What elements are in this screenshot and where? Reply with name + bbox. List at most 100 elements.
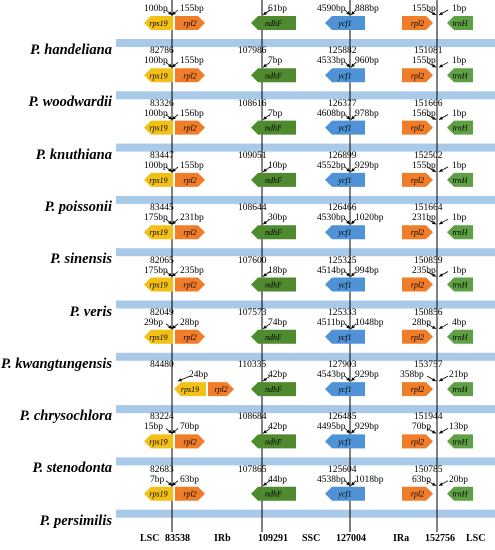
rpl2-ira-gene	[402, 16, 433, 30]
species-row: rps19 rpl2 ndhF ycf1 rpl2 trnH	[116, 211, 495, 264]
rps19-gene-label: rps19	[181, 385, 199, 394]
rpl2-arrow-head	[172, 63, 176, 68]
ndhF-gene	[251, 16, 296, 30]
ndhF-gene	[251, 486, 296, 501]
rpl2-gene	[175, 329, 205, 344]
trnH-gene	[447, 225, 473, 240]
rpl2-ira-arrow-head	[432, 482, 436, 486]
rps19-gene	[144, 68, 173, 83]
junction-position: 151081	[414, 46, 443, 57]
rpl2-gene-label: rpl2	[183, 490, 196, 499]
genome-band	[116, 248, 495, 257]
footer-pos-ssc-ira: 127004	[336, 533, 366, 544]
rps19-gene	[144, 277, 173, 292]
ycf1-right-arrow-head	[351, 481, 355, 486]
rpl2-ira-arrow-head	[432, 377, 436, 382]
junction-position: 82786	[150, 46, 174, 57]
rpl2-gene-label: rpl2	[183, 437, 196, 446]
ndhF-arrow-head	[263, 168, 267, 172]
ycf1-left-arrow-head	[346, 481, 350, 486]
ycf1-gene	[325, 486, 365, 501]
rpl2-ira-gene-label: rpl2	[411, 437, 424, 446]
trnH-gene	[447, 172, 473, 187]
rpl2-gene-label: rpl2	[183, 176, 196, 185]
footer-pos-lsc-irb: 83538	[165, 533, 190, 544]
footer-lsc-left: LSC	[140, 533, 160, 544]
species-row: rps19 rpl2 ndhF ycf1 rpl2 trnH	[116, 106, 495, 159]
ycf1-gene-label: ycf1	[337, 71, 351, 80]
junction-position: 82065	[150, 255, 174, 266]
ycf1-left-bp-label: 4538bp	[317, 474, 346, 485]
rps19-gene-label: rps19	[149, 490, 167, 499]
trnH-bp-label: 4bp	[452, 317, 467, 328]
rps19-gene	[144, 225, 173, 240]
ycf1-left-bp-label: 4511bp	[317, 317, 346, 328]
junction-position: 108616	[238, 98, 267, 109]
rpl2-gene-label: rpl2	[183, 333, 196, 342]
ndhF-gene	[251, 68, 296, 83]
genome-band	[116, 91, 495, 100]
ndhF-gene-label: ndhF	[265, 281, 282, 290]
rpl2-ira-gene	[402, 486, 433, 501]
rpl2-ira-gene	[402, 120, 433, 135]
rpl2-bp-label: 63bp	[180, 474, 199, 485]
trnH-gene	[447, 329, 473, 344]
rpl2-bp-label: 155bp	[180, 160, 204, 171]
rpl2-gene	[175, 68, 205, 83]
rpl2-ira-gene-label: rpl2	[411, 333, 424, 342]
ycf1-right-bp-label: 888bp	[355, 4, 379, 14]
rpl2-arrow-head	[172, 11, 176, 15]
ndhF-bp-label: 42bp	[268, 370, 287, 381]
trnH-gene	[447, 486, 473, 501]
ycf1-gene	[325, 434, 365, 449]
genome-band	[116, 405, 495, 414]
ndhF-gene	[251, 329, 296, 344]
rpl2-arrow-head	[178, 378, 182, 382]
ycf1-right-arrow-head	[351, 115, 355, 120]
rpl2-ira-gene	[402, 277, 433, 292]
rpl2-ira-bp-label: 155bp	[412, 4, 436, 14]
genome-band	[116, 143, 495, 152]
trnH-arrow-head	[439, 64, 443, 68]
junction-position: 151944	[414, 412, 443, 423]
rpl2-bp-label: 235bp	[180, 265, 204, 276]
trnH-arrow-head	[439, 482, 443, 486]
junction-position: 83326	[150, 98, 174, 109]
ycf1-gene-label: ycf1	[337, 281, 351, 290]
trnH-bp-label: 1bp	[452, 160, 467, 171]
ycf1-left-bp-label: 4590bp	[317, 4, 346, 14]
rpl2-arrow-head	[172, 220, 176, 225]
rps19-bp-label: 29bp	[144, 317, 163, 328]
rps19-bp-label: 7bp	[150, 474, 165, 485]
junction-position: 125882	[328, 46, 357, 57]
junction-position: 83445	[150, 203, 174, 214]
rpl2-gene-label: rpl2	[183, 71, 196, 80]
rpl2-ira-arrow-head	[432, 64, 436, 68]
trnH-gene	[447, 382, 473, 397]
rps19-gene	[144, 172, 173, 187]
rpl2-ira-gene-label: rpl2	[411, 490, 424, 499]
junction-position: 150859	[414, 255, 443, 266]
rpl2-arrow-head	[172, 115, 176, 120]
rpl2-gene	[208, 382, 234, 397]
rps19-gene-label: rps19	[149, 281, 167, 290]
ycf1-left-arrow-head	[346, 11, 350, 15]
ycf1-left-bp-label: 4608bp	[317, 108, 346, 119]
rps19-bp-label: 100bp	[144, 160, 168, 171]
rps19-gene	[144, 486, 173, 501]
rpl2-bp-label: 156bp	[180, 108, 204, 119]
footer-pos-ira-lsc: 152756	[425, 533, 455, 544]
rpl2-gene	[175, 486, 205, 501]
rpl2-gene-label: rpl2	[183, 228, 196, 237]
rps19-arrow-head	[168, 429, 172, 434]
rps19-bp-label: 175bp	[144, 265, 168, 276]
rpl2-gene	[175, 225, 205, 240]
rps19-arrow-head	[168, 325, 172, 329]
rps19-arrow-head	[168, 482, 172, 486]
genome-band	[116, 195, 495, 204]
rpl2-ira-arrow-head	[432, 11, 436, 15]
rpl2-ira-bp-label: 358bp	[400, 370, 424, 381]
trnH-bp-label: 1bp	[452, 265, 467, 276]
rpl2-gene-label: rpl2	[183, 19, 196, 28]
trnH-arrow-head	[439, 11, 443, 15]
